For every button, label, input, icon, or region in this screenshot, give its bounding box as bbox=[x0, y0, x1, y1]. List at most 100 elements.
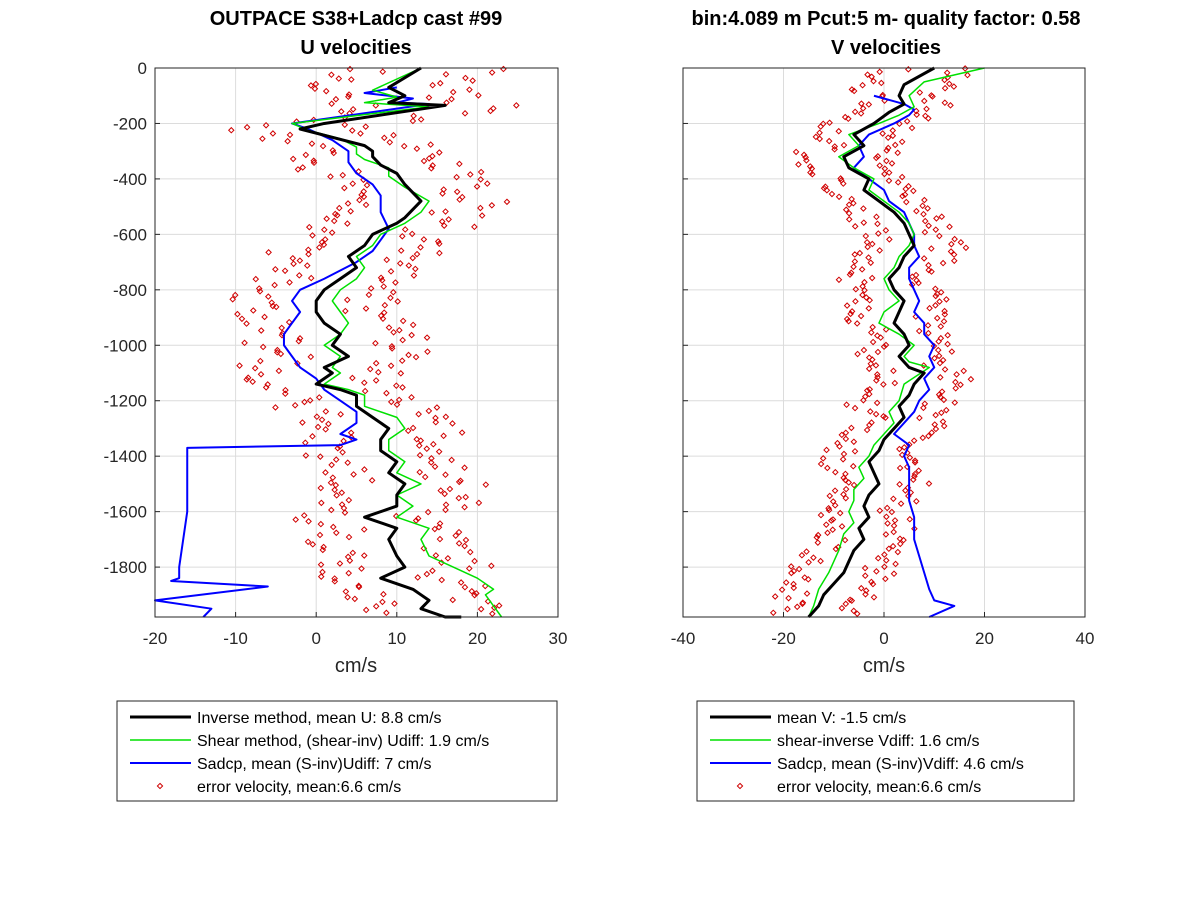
error-velocity-marker bbox=[889, 127, 897, 134]
error-velocity-marker bbox=[831, 143, 839, 150]
error-velocity-marker bbox=[836, 509, 844, 517]
error-velocity-marker bbox=[851, 223, 859, 230]
error-velocity-marker bbox=[345, 91, 353, 98]
error-velocity-marker bbox=[824, 529, 831, 537]
error-velocity-marker bbox=[889, 132, 897, 140]
error-velocity-marker bbox=[408, 331, 415, 339]
error-velocity-marker bbox=[361, 387, 369, 395]
x-tick-label: -40 bbox=[671, 629, 696, 648]
error-velocity-marker bbox=[824, 464, 831, 472]
error-velocity-marker bbox=[417, 116, 425, 123]
error-velocity-marker bbox=[873, 377, 880, 384]
error-velocity-marker bbox=[932, 226, 940, 233]
error-velocity-marker bbox=[322, 426, 329, 433]
error-velocity-marker bbox=[892, 560, 899, 568]
error-velocity-marker bbox=[946, 223, 953, 231]
error-velocity-marker bbox=[802, 154, 809, 161]
error-velocity-marker bbox=[883, 513, 890, 521]
y-tick-label: -800 bbox=[113, 281, 147, 300]
error-velocity-marker bbox=[243, 320, 250, 327]
error-velocity-marker bbox=[819, 455, 827, 462]
error-velocity-marker bbox=[457, 579, 465, 586]
error-velocity-marker bbox=[387, 268, 395, 275]
error-velocity-marker bbox=[315, 394, 323, 401]
error-velocity-marker bbox=[839, 180, 847, 187]
error-velocity-marker bbox=[424, 508, 432, 516]
error-velocity-marker bbox=[394, 298, 402, 305]
error-velocity-marker bbox=[303, 262, 311, 269]
error-velocity-marker bbox=[332, 529, 340, 537]
error-velocity-marker bbox=[379, 598, 386, 606]
error-velocity-marker bbox=[876, 68, 884, 76]
error-velocity-marker bbox=[405, 351, 412, 359]
error-velocity-marker bbox=[873, 568, 880, 575]
error-velocity-marker bbox=[466, 86, 473, 93]
y-tick-label: -200 bbox=[113, 114, 147, 133]
error-velocity-marker bbox=[331, 578, 339, 585]
error-velocity-marker bbox=[942, 406, 950, 414]
error-velocity-marker bbox=[380, 590, 387, 598]
error-velocity-marker bbox=[817, 123, 824, 130]
error-velocity-marker bbox=[423, 334, 431, 341]
error-velocity-marker bbox=[915, 279, 922, 287]
error-velocity-marker bbox=[865, 390, 873, 398]
error-velocity-marker bbox=[872, 410, 880, 418]
error-velocity-marker bbox=[327, 479, 335, 487]
error-velocity-marker bbox=[461, 503, 468, 511]
error-velocity-marker bbox=[924, 205, 931, 212]
error-velocity-marker bbox=[888, 160, 896, 167]
error-velocity-marker bbox=[309, 541, 317, 548]
error-velocity-marker bbox=[831, 146, 838, 153]
error-velocity-marker bbox=[869, 338, 877, 346]
error-velocity-marker bbox=[395, 396, 403, 404]
error-velocity-marker bbox=[461, 464, 468, 472]
u-x-ticks: -20 -10 0 10 20 30 bbox=[143, 612, 567, 648]
error-velocity-marker bbox=[850, 263, 857, 271]
error-velocity-marker bbox=[471, 557, 478, 565]
error-velocity-marker bbox=[943, 69, 951, 77]
error-velocity-marker bbox=[937, 334, 945, 342]
error-velocity-marker bbox=[876, 507, 884, 514]
error-velocity-marker bbox=[440, 432, 447, 440]
error-velocity-marker bbox=[882, 575, 889, 583]
legend-entry-label: error velocity, mean:6.6 cm/s bbox=[777, 779, 981, 796]
error-velocity-marker bbox=[943, 296, 950, 303]
error-velocity-marker bbox=[803, 157, 810, 164]
error-velocity-marker bbox=[272, 303, 280, 311]
error-velocity-marker bbox=[866, 408, 874, 415]
error-velocity-marker bbox=[310, 157, 318, 165]
error-velocity-marker bbox=[489, 610, 496, 618]
error-velocity-marker bbox=[436, 149, 443, 156]
error-velocity-marker bbox=[842, 476, 849, 484]
series-line bbox=[298, 66, 462, 619]
error-velocity-marker bbox=[348, 127, 356, 134]
error-velocity-marker bbox=[243, 123, 251, 131]
error-velocity-marker bbox=[934, 346, 942, 354]
error-velocity-marker bbox=[446, 485, 454, 493]
error-velocity-marker bbox=[913, 497, 920, 505]
v-velocity-panel: bin:4.089 m Pcut:5 m- quality factor: 0.… bbox=[671, 8, 1095, 677]
error-velocity-marker bbox=[449, 596, 457, 604]
error-velocity-marker bbox=[921, 196, 928, 204]
error-velocity-marker bbox=[864, 243, 871, 251]
error-velocity-marker bbox=[346, 557, 354, 564]
error-velocity-marker bbox=[925, 329, 932, 337]
error-velocity-marker bbox=[940, 318, 948, 325]
legend-entry-label: Shear method, (shear-inv) Udiff: 1.9 cm/… bbox=[197, 733, 489, 750]
error-velocity-marker bbox=[342, 307, 349, 315]
error-velocity-marker bbox=[409, 321, 417, 329]
error-velocity-marker bbox=[383, 389, 390, 397]
error-velocity-marker bbox=[321, 226, 328, 234]
error-velocity-marker bbox=[939, 259, 947, 267]
error-velocity-marker bbox=[873, 371, 881, 378]
error-velocity-marker bbox=[400, 142, 408, 150]
error-velocity-marker bbox=[413, 145, 421, 153]
error-velocity-marker bbox=[839, 455, 847, 463]
error-velocity-marker bbox=[362, 305, 370, 312]
error-velocity-marker bbox=[413, 435, 421, 443]
error-velocity-marker bbox=[349, 105, 357, 113]
error-velocity-marker bbox=[932, 411, 939, 419]
error-velocity-marker bbox=[851, 404, 859, 412]
error-velocity-marker bbox=[808, 170, 816, 178]
